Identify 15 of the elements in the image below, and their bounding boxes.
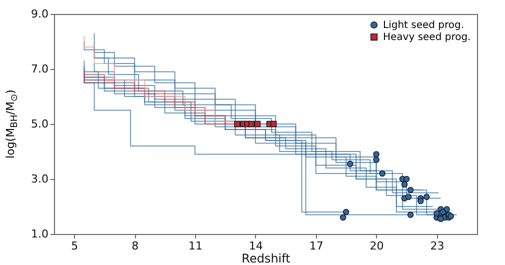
x-tick-label: 14 xyxy=(248,240,263,252)
y-tick-label: 7.0 xyxy=(31,62,48,76)
x-tick-label: 23 xyxy=(430,240,444,252)
y-tick-label: 9.0 xyxy=(31,8,48,20)
y-tick-label: 1.0 xyxy=(31,228,48,240)
x-axis-title: Redshift xyxy=(242,252,291,265)
x-tick-label: 5 xyxy=(71,240,78,252)
x-tick-label: 17 xyxy=(309,240,324,252)
y-tick-label: 5.0 xyxy=(31,118,48,130)
x-tick-label: 8 xyxy=(132,240,139,252)
y-tick-label: 3.0 xyxy=(31,172,48,186)
legend-label: Heavy seed prog. xyxy=(383,32,471,43)
legend-label: Light seed prog. xyxy=(383,20,464,31)
x-tick-label: 20 xyxy=(370,240,384,252)
x-tick-label: 11 xyxy=(188,240,202,252)
